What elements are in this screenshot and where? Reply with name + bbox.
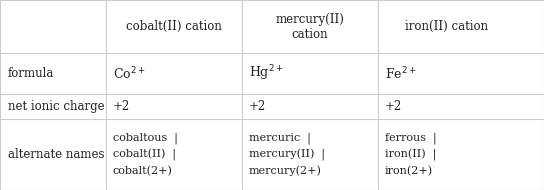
Text: Hg$^{2+}$: Hg$^{2+}$ (249, 64, 283, 83)
Text: alternate names: alternate names (8, 148, 104, 161)
Text: iron(II) cation: iron(II) cation (405, 20, 487, 33)
Text: mercuric  |
mercury(II)  |
mercury(2+): mercuric | mercury(II) | mercury(2+) (249, 133, 325, 176)
Text: cobaltous  |
cobalt(II)  |
cobalt(2+): cobaltous | cobalt(II) | cobalt(2+) (113, 133, 177, 176)
Text: ferrous  |
iron(II)  |
iron(2+): ferrous | iron(II) | iron(2+) (385, 133, 436, 176)
Text: Fe$^{2+}$: Fe$^{2+}$ (385, 65, 417, 82)
Text: cobalt(II) cation: cobalt(II) cation (126, 20, 222, 33)
Text: +2: +2 (385, 100, 402, 113)
Text: Co$^{2+}$: Co$^{2+}$ (113, 65, 145, 82)
Text: net ionic charge: net ionic charge (8, 100, 104, 113)
Text: +2: +2 (113, 100, 130, 113)
Text: +2: +2 (249, 100, 266, 113)
Text: formula: formula (8, 67, 54, 80)
Text: mercury(II)
cation: mercury(II) cation (276, 13, 344, 41)
